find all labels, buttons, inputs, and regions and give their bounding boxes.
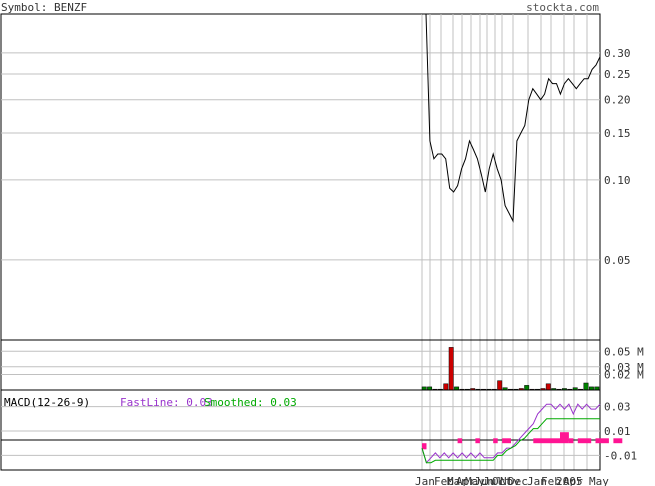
- volume-tick-label: 0.05 M: [604, 345, 644, 358]
- macd-histogram-bar: [595, 438, 609, 444]
- price-tick-label: 0.10: [604, 174, 631, 187]
- x-axis-month-label: 2005: [556, 475, 583, 486]
- x-axis-month-label: Apr: [456, 475, 476, 486]
- volume-bar: [583, 382, 589, 391]
- price-tick-label: 0.05: [604, 254, 631, 267]
- macd-histogram-bar: [577, 438, 592, 444]
- price-tick-label: 0.30: [604, 47, 631, 60]
- macd-histogram-bar: [475, 438, 480, 444]
- x-axis-month-label: Nov: [500, 475, 520, 486]
- price-vertical-grid: [421, 14, 588, 470]
- macd-histogram: [422, 432, 623, 450]
- volume-bar: [545, 383, 551, 391]
- macd-histogram-bar: [457, 438, 463, 444]
- x-axis-month-label: Dec: [508, 475, 528, 486]
- volume-bar: [443, 383, 449, 391]
- macd-tick-label: 0.01: [604, 425, 631, 438]
- x-axis-month-label: May: [589, 475, 609, 486]
- macd-tick-label: 0.03: [604, 401, 631, 414]
- volume-bars: [421, 347, 600, 391]
- volume-panel: 0.05 M 0.03 M0.02 M: [0, 339, 644, 391]
- macd-fast-line: [421, 403, 601, 464]
- price-tick-label: 0.25: [604, 68, 631, 81]
- price-grid: [1, 52, 600, 261]
- macd-histogram-bar: [422, 443, 427, 450]
- x-axis-month-label: Feb: [434, 475, 454, 486]
- price-tick-label: 0.20: [604, 94, 631, 107]
- macd-panel: 0.03 0.01 -0.01 MACD(12-26-9) FastLine: 0.…: [0, 389, 637, 471]
- volume-y-ticks: 0.05 M 0.03 M0.02 M: [604, 345, 644, 381]
- x-axis-month-label: Jun: [474, 475, 494, 486]
- price-line: [422, 13, 601, 223]
- macd-histogram-bar: [493, 438, 498, 444]
- price-tick-label: 0.15: [604, 127, 631, 140]
- x-axis-month-label: Jul: [483, 475, 503, 486]
- volume-tick-label: 0.03 M: [604, 361, 644, 374]
- x-axis-month-label: May: [465, 475, 485, 486]
- macd-title: MACD(12-26-9): [4, 396, 90, 409]
- macd-fast-label: FastLine: 0.03: [120, 396, 213, 409]
- macd-smoothed-line: [421, 418, 600, 464]
- price-y-ticks: 0.30 0.25 0.20 0.15 0.10 0.05: [604, 47, 631, 267]
- x-axis-month-label: Feb: [541, 475, 561, 486]
- macd-smoothed-label: Smoothed: 0.03: [204, 396, 297, 409]
- x-axis-month-label: Jan: [415, 475, 435, 486]
- macd-histogram-bar: [502, 438, 511, 444]
- symbol-label: Symbol: BENZF: [1, 1, 87, 14]
- macd-y-ticks: 0.03 0.01 -0.01: [604, 401, 637, 463]
- macd-histogram-bar: [613, 438, 623, 444]
- price-panel: 0.30 0.25 0.20 0.15 0.10 0.05: [0, 13, 631, 470]
- macd-histogram-bar: [560, 432, 569, 444]
- macd-histogram-bar: [568, 438, 574, 444]
- price-panel-border: [0, 13, 601, 341]
- volume-bar: [524, 385, 530, 391]
- x-axis-month-label: Apr: [563, 475, 583, 486]
- volume-tick-label: 0.02 M: [604, 369, 644, 382]
- volume-panel-border: [0, 339, 601, 391]
- macd-histogram-bar: [533, 438, 560, 444]
- x-axis-month-label: Jan: [527, 475, 547, 486]
- volume-bar: [448, 347, 454, 391]
- x-axis-month-label: Mar: [447, 475, 467, 486]
- macd-panel-border: [0, 389, 601, 471]
- volume-grid: [1, 350, 600, 376]
- x-axis-month-label: Oct: [492, 475, 512, 486]
- site-label: stockta.com: [526, 1, 599, 14]
- macd-tick-label: -0.01: [604, 449, 637, 462]
- volume-bar: [497, 380, 503, 391]
